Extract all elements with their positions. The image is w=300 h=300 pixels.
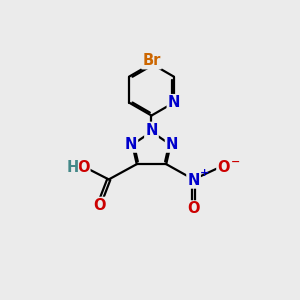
Text: O: O (218, 160, 230, 175)
Text: H: H (66, 160, 78, 175)
Text: N: N (145, 123, 158, 138)
Text: +: + (200, 168, 209, 178)
Text: N: N (166, 136, 178, 152)
Text: O: O (77, 160, 89, 175)
Text: −: − (231, 157, 240, 167)
Text: Br: Br (142, 53, 161, 68)
Text: O: O (94, 198, 106, 213)
Text: O: O (187, 201, 200, 216)
Text: N: N (168, 95, 180, 110)
Text: N: N (125, 136, 137, 152)
Text: N: N (188, 172, 200, 188)
